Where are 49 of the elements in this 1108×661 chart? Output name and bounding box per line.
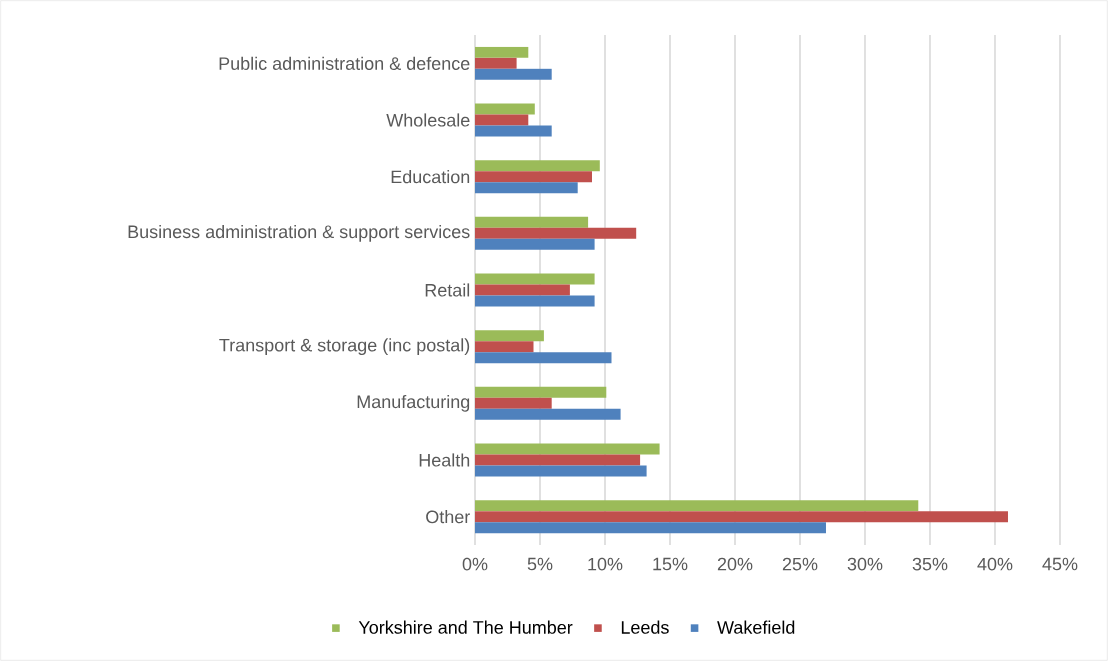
bar [475,57,517,69]
bar [475,273,595,285]
bar [475,341,534,353]
bar [475,125,552,137]
x-tick-label: 35% [912,557,948,571]
y-tick-label: Manufacturing [357,394,470,412]
bar [475,397,552,409]
legend-label: Yorkshire and The Humber [358,620,573,634]
bar [475,352,612,364]
legend-label: Wakefield [717,620,795,634]
x-tick-label: 30% [847,557,883,571]
bar [475,238,595,250]
bar [475,227,637,239]
bar [475,500,919,512]
bar [475,284,570,296]
x-tick-label: 15% [653,557,688,571]
x-tick-label: 0% [462,557,488,571]
bar [475,511,1008,523]
bar [475,330,544,342]
bar [475,443,660,455]
y-tick-label: Public administration & defence [219,56,470,70]
bar [475,465,647,477]
x-tick-label: 45% [1042,557,1078,571]
x-tick-label: 5% [527,557,553,571]
bar [475,216,589,228]
bar [475,68,552,80]
y-tick-label: Other [426,510,470,524]
bar [475,46,529,58]
x-tick-label: 25% [782,557,818,571]
x-tick-label: 20% [717,557,753,571]
legend-label: Leeds [621,620,669,634]
bar [475,295,595,307]
y-tick-label: Business administration & support services [128,224,470,242]
x-tick-label: 10% [588,557,623,571]
bar [475,182,578,194]
bar [475,171,592,183]
bar [475,454,641,466]
bar [475,386,607,398]
y-tick-label: Transport & storage (inc postal) [219,338,470,356]
bar [475,160,600,172]
x-tick-label: 40% [977,557,1013,571]
bar [475,408,621,420]
bar [475,114,529,126]
y-tick-label: Retail [425,283,470,297]
y-tick-label: Health [419,453,470,467]
bar [475,103,535,115]
y-tick-label: Education [391,170,470,184]
y-tick-label: Wholesale [386,113,470,127]
bar [475,522,826,534]
